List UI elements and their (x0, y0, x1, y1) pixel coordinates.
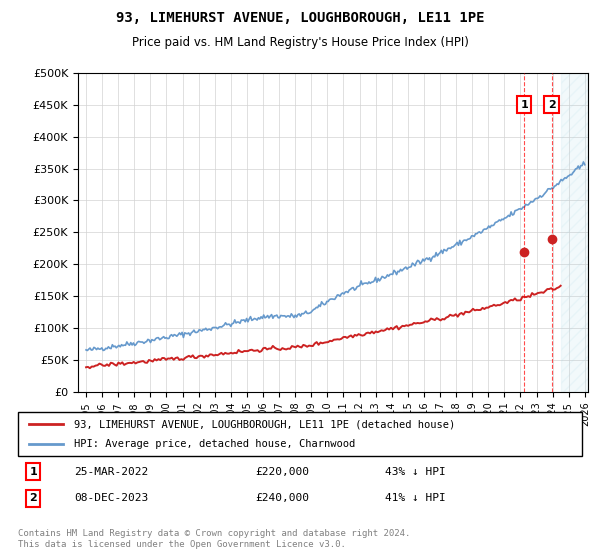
Text: 2: 2 (548, 100, 556, 110)
Text: £220,000: £220,000 (255, 466, 309, 477)
Text: 41% ↓ HPI: 41% ↓ HPI (385, 493, 445, 503)
Text: 08-DEC-2023: 08-DEC-2023 (74, 493, 149, 503)
Bar (560, 73, 588, 392)
Text: 43% ↓ HPI: 43% ↓ HPI (385, 466, 445, 477)
Text: 1: 1 (520, 100, 528, 110)
Text: 93, LIMEHURST AVENUE, LOUGHBOROUGH, LE11 1PE (detached house): 93, LIMEHURST AVENUE, LOUGHBOROUGH, LE11… (74, 419, 455, 429)
Text: HPI: Average price, detached house, Charnwood: HPI: Average price, detached house, Char… (74, 439, 356, 449)
Text: £240,000: £240,000 (255, 493, 309, 503)
Text: 1: 1 (29, 466, 37, 477)
FancyBboxPatch shape (18, 412, 582, 456)
Text: 93, LIMEHURST AVENUE, LOUGHBOROUGH, LE11 1PE: 93, LIMEHURST AVENUE, LOUGHBOROUGH, LE11… (116, 11, 484, 25)
Text: Price paid vs. HM Land Registry's House Price Index (HPI): Price paid vs. HM Land Registry's House … (131, 36, 469, 49)
Text: Contains HM Land Registry data © Crown copyright and database right 2024.
This d: Contains HM Land Registry data © Crown c… (18, 529, 410, 549)
Text: 25-MAR-2022: 25-MAR-2022 (74, 466, 149, 477)
Text: 2: 2 (29, 493, 37, 503)
